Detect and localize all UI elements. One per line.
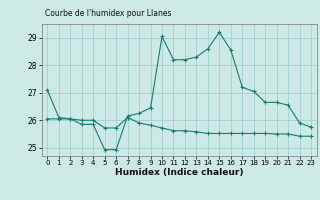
X-axis label: Humidex (Indice chaleur): Humidex (Indice chaleur): [115, 168, 244, 177]
Text: Courbe de l'humidex pour Llanes: Courbe de l'humidex pour Llanes: [45, 9, 171, 18]
